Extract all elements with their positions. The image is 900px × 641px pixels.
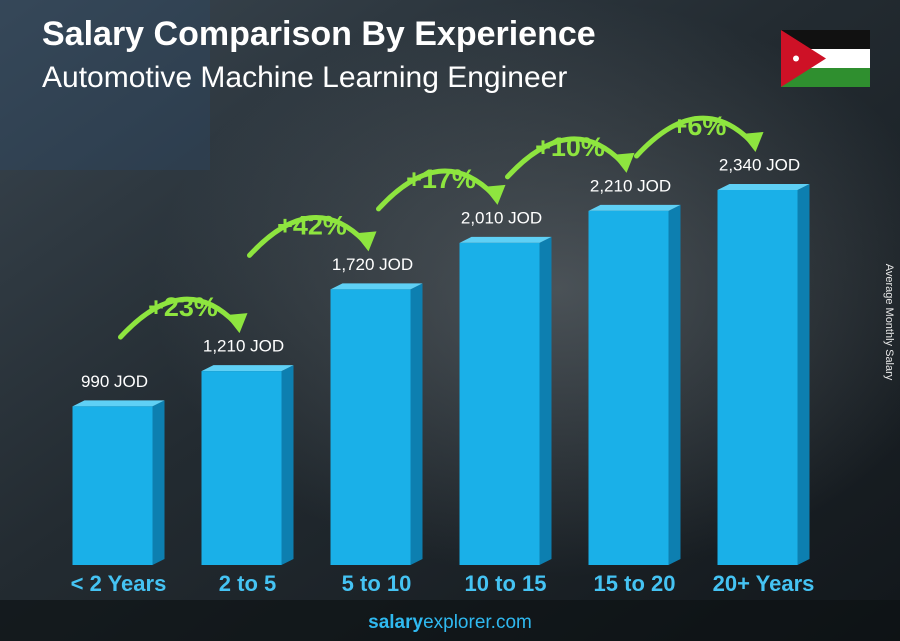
y-axis-label: Average Monthly Salary xyxy=(883,264,895,381)
value-label: 2,010 JOD xyxy=(461,208,542,227)
footer-band xyxy=(0,600,900,641)
x-tick-label: 20+ Years xyxy=(713,571,815,596)
growth-arrowhead xyxy=(612,152,635,173)
bar-side xyxy=(797,184,810,565)
bar xyxy=(459,242,540,565)
growth-arrow xyxy=(505,136,625,180)
footer-brand: salary xyxy=(368,612,423,633)
x-tick-label: 5 to 10 xyxy=(342,571,412,596)
growth-label: +10% xyxy=(535,132,605,162)
flag-triangle xyxy=(781,30,826,87)
bar-side xyxy=(152,400,165,565)
growth-arrowhead xyxy=(354,231,377,252)
value-label: 990 JOD xyxy=(81,372,148,391)
growth-arrow xyxy=(247,215,367,258)
growth-label: +17% xyxy=(406,164,476,194)
growth-label: +6% xyxy=(672,111,727,141)
bar-top xyxy=(588,204,681,211)
growth-arrow xyxy=(118,296,238,340)
value-label: 2,340 JOD xyxy=(719,155,800,174)
footer-domain: explorer.com xyxy=(423,612,532,633)
chart-subtitle: Automotive Machine Learning Engineer xyxy=(42,61,567,94)
flag-star xyxy=(793,55,799,62)
bar xyxy=(330,289,411,565)
growth-label: +42% xyxy=(277,210,347,240)
chart-title: Salary Comparison By Experience xyxy=(42,15,596,53)
bar xyxy=(72,406,153,565)
value-label: 1,720 JOD xyxy=(332,255,413,274)
bar-top xyxy=(72,400,165,407)
growth-arrowhead xyxy=(483,184,506,205)
growth-arrowhead xyxy=(741,132,764,152)
bar-top xyxy=(459,236,552,243)
x-tick-label: 2 to 5 xyxy=(219,571,276,596)
bar-top xyxy=(201,365,294,372)
value-label: 2,210 JOD xyxy=(590,176,671,195)
bar-side xyxy=(410,283,423,565)
bar-side xyxy=(668,204,681,566)
bar-side xyxy=(539,236,552,565)
bar xyxy=(588,210,669,566)
background-panel xyxy=(0,0,210,170)
x-tick-label: 15 to 20 xyxy=(594,571,676,596)
flag xyxy=(781,30,870,87)
x-tick-label: < 2 Years xyxy=(71,571,167,596)
bar xyxy=(201,371,282,565)
bar-top xyxy=(717,184,810,190)
bar-top xyxy=(330,283,423,290)
value-label: 1,210 JOD xyxy=(203,337,284,356)
bar-side xyxy=(281,365,294,565)
footer: salaryexplorer.com xyxy=(368,612,532,633)
growth-arrowhead xyxy=(225,313,248,334)
bar xyxy=(717,190,798,565)
x-tick-label: 10 to 15 xyxy=(465,571,547,596)
growth-arrow xyxy=(376,168,496,212)
growth-arrow xyxy=(634,115,754,159)
growth-label: +23% xyxy=(148,292,218,322)
